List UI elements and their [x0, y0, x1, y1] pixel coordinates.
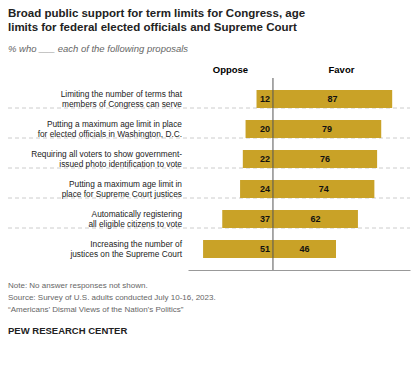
- bars: [203, 90, 392, 258]
- data-label: 12: [260, 94, 270, 104]
- bar: [273, 120, 381, 138]
- data-label: 20: [260, 124, 270, 134]
- x-axis: [189, 270, 411, 271]
- category-label: Putting a maximum age limit in placefor …: [38, 119, 183, 139]
- category-label: Limiting the number of terms thatmembers…: [61, 89, 183, 109]
- annotation: Note: No answer responses not shown.: [8, 281, 148, 290]
- legend-entry: Favor: [329, 64, 355, 75]
- text-line: for elected officials in Washington, D.C…: [38, 129, 182, 139]
- separators: [8, 108, 410, 228]
- bar: [257, 90, 273, 108]
- annotation: Source: Survey of U.S. adults conducted …: [8, 293, 216, 302]
- text-line: justices on the Supreme Court: [69, 249, 182, 259]
- data-label: 22: [260, 154, 270, 164]
- category-labels: Limiting the number of terms thatmembers…: [31, 89, 183, 259]
- bar: [243, 150, 273, 168]
- data-label: 62: [310, 214, 320, 224]
- data-label: 24: [260, 184, 270, 194]
- bar: [222, 210, 273, 228]
- text-line: Limiting the number of terms that: [61, 89, 183, 99]
- annotation: “Americans’ Dismal Views of the Nation’s…: [8, 305, 184, 314]
- bar: [273, 240, 336, 258]
- text-line: limits for federal elected officials and…: [8, 21, 297, 33]
- text-line: Increasing the number of: [90, 239, 182, 249]
- data-label: 46: [299, 244, 309, 254]
- data-label: 74: [319, 184, 329, 194]
- legend-entry: Oppose: [213, 64, 248, 75]
- text-line: Requiring all voters to show government-: [31, 149, 182, 159]
- data-label: 37: [260, 214, 270, 224]
- bar: [203, 240, 273, 258]
- data-label: 79: [322, 124, 332, 134]
- category-label: Automatically registeringall eligible ci…: [88, 209, 182, 229]
- category-label: Increasing the number ofjustices on the …: [69, 239, 182, 259]
- text-line: issued photo identification to vote: [59, 159, 182, 169]
- bar: [273, 150, 377, 168]
- axis-line: [189, 270, 411, 271]
- text-line: Broad public support for term limits for…: [8, 7, 305, 19]
- text-line: all eligible citizens to vote: [88, 219, 182, 229]
- category-label: Requiring all voters to show government-…: [31, 149, 182, 169]
- data-labels: 12 20 22 24 37 51 87 79 76 74 62 46: [260, 94, 338, 254]
- bar: [240, 180, 273, 198]
- category-label: Putting a maximum age limit inplace for …: [62, 179, 183, 199]
- text-line: Putting a maximum age limit in: [69, 179, 182, 189]
- bar: [273, 90, 392, 108]
- bar: [273, 210, 358, 228]
- title: Broad public support for term limits for…: [8, 7, 305, 33]
- text-line: Putting a maximum age limit in place: [47, 119, 182, 129]
- divider: [272, 78, 273, 270]
- data-label: 76: [320, 154, 330, 164]
- annotation: PEW RESEARCH CENTER: [8, 325, 127, 336]
- bar: [246, 120, 273, 138]
- bar: [273, 180, 374, 198]
- data-label: 87: [328, 94, 338, 104]
- data-label: 51: [260, 244, 270, 254]
- subtitle: % who ___ each of the following proposal…: [8, 43, 188, 54]
- text-line: Automatically registering: [92, 209, 183, 219]
- chart: Broad public support for term limits for…: [0, 0, 420, 371]
- text-line: members of Congress can serve: [62, 99, 182, 109]
- text-line: place for Supreme Court justices: [62, 189, 182, 199]
